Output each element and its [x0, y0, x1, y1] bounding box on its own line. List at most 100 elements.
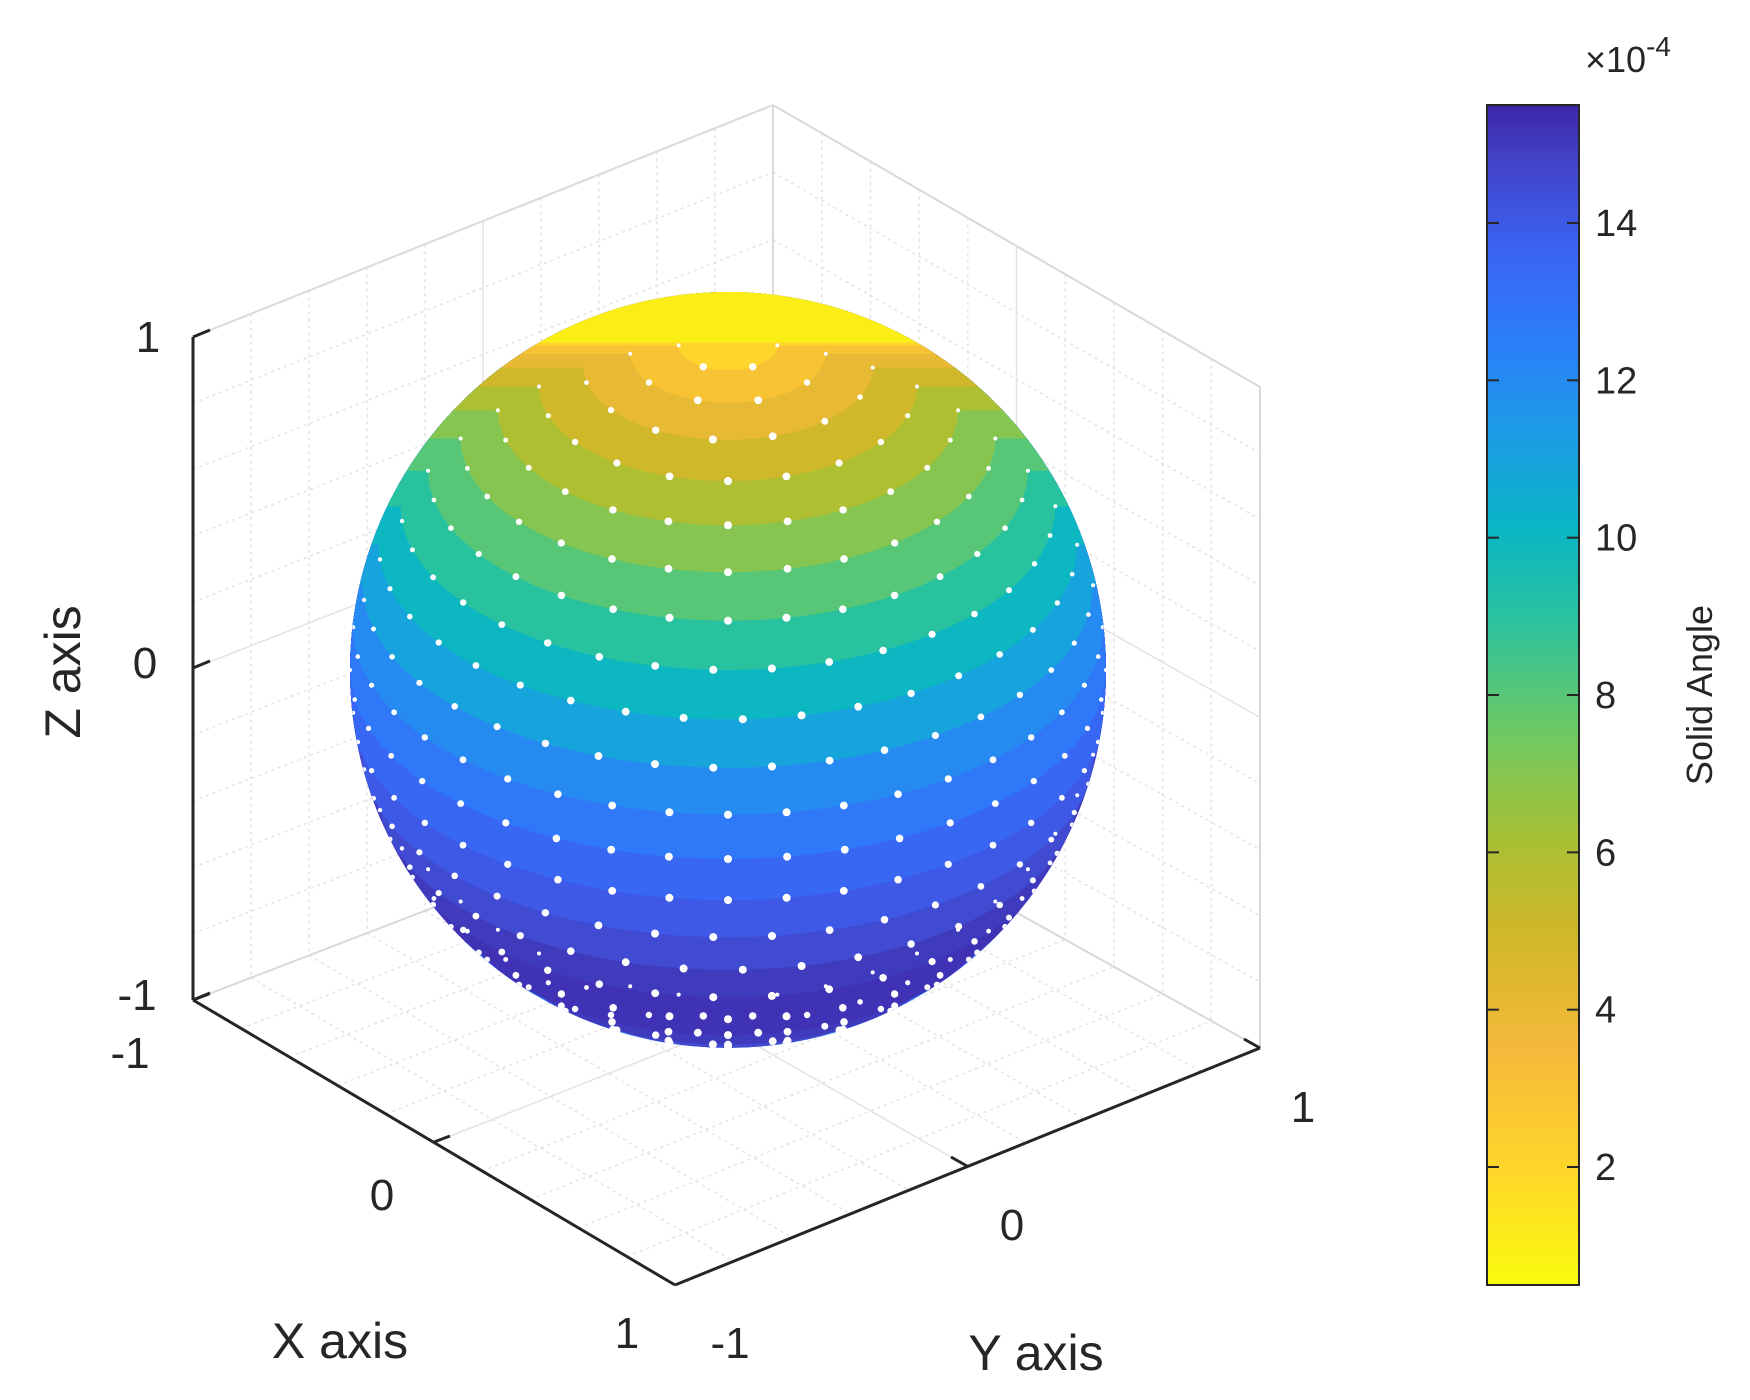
sample-point: [825, 658, 834, 666]
sample-point: [557, 591, 566, 600]
sample-point: [595, 653, 604, 661]
sample-point: [459, 841, 467, 849]
colorbar-tick-label: 10: [1595, 518, 1637, 560]
sample-point: [915, 951, 919, 956]
sample-point: [448, 923, 454, 930]
sample-point: [965, 493, 972, 500]
sample-point: [426, 468, 431, 473]
sample-point: [541, 739, 550, 748]
sample-point: [537, 384, 541, 389]
sample-point: [503, 437, 509, 443]
sphere-points: [350, 343, 1106, 1048]
sample-point: [421, 734, 428, 741]
sample-point: [665, 1039, 674, 1048]
sample-point: [724, 1044, 732, 1048]
sample-point: [608, 555, 616, 563]
sample-point: [767, 664, 776, 673]
sample-point: [821, 417, 829, 425]
sample-point: [584, 985, 589, 990]
sample-point: [460, 926, 467, 934]
colorbar-tick-label: 8: [1595, 675, 1616, 717]
sample-point: [890, 591, 899, 600]
sample-point: [391, 709, 397, 716]
sample-point: [1099, 697, 1104, 702]
sample-point: [665, 1012, 674, 1021]
sample-point: [991, 800, 999, 807]
sample-point: [1059, 709, 1065, 716]
sample-point: [823, 984, 828, 989]
colorbar-tick-label: 2: [1595, 1147, 1616, 1189]
sample-point: [679, 713, 688, 722]
sample-point: [724, 1015, 732, 1024]
sample-point: [693, 396, 702, 405]
sample-point: [956, 927, 961, 932]
sample-point: [1075, 793, 1080, 798]
sample-point: [350, 668, 352, 672]
sample-point: [797, 962, 806, 970]
sample-point: [1019, 896, 1025, 901]
sample-point: [1025, 867, 1030, 872]
sample-point: [544, 639, 552, 647]
sample-point: [584, 380, 589, 385]
sample-point: [749, 1012, 757, 1020]
sample-point: [775, 343, 780, 348]
colorbar-gradient: [1486, 104, 1580, 1286]
colorbar-exponent: ×10-4: [1585, 31, 1671, 80]
sample-point: [571, 1005, 579, 1013]
sample-point: [933, 518, 941, 525]
sample-point: [986, 465, 991, 471]
sample-point: [561, 488, 569, 495]
sample-point: [451, 703, 459, 710]
sample-point: [458, 436, 463, 441]
sample-point: [1053, 831, 1058, 836]
colorbar-tick-label: 12: [1595, 360, 1637, 402]
sample-point: [783, 852, 792, 861]
x-axis-line: [192, 998, 676, 1287]
sample-point: [545, 413, 551, 419]
sample-point: [407, 613, 413, 620]
sample-point: [738, 715, 747, 724]
sample-point: [1019, 497, 1025, 503]
sample-point: [512, 573, 520, 581]
sample-point: [515, 981, 523, 988]
sample-point: [554, 875, 562, 884]
sample-point: [475, 949, 482, 956]
sample-point: [933, 981, 941, 988]
sample-point: [894, 790, 902, 798]
y-tick-label-1: 1: [1291, 1083, 1315, 1132]
sample-point: [974, 949, 981, 956]
sample-point: [870, 365, 875, 370]
sample-point: [391, 794, 397, 801]
sample-point: [1086, 612, 1091, 617]
x-tick-label-1: 1: [615, 1309, 639, 1358]
sample-point: [1031, 561, 1038, 567]
sample-point: [457, 800, 465, 807]
sample-point: [387, 586, 393, 592]
sample-point: [1006, 914, 1012, 921]
sample-point: [472, 662, 480, 669]
sample-point: [544, 966, 552, 974]
colorbar-tick-label: 6: [1595, 832, 1616, 874]
y-axis-label: Y axis: [968, 1325, 1103, 1381]
sample-point: [399, 846, 405, 851]
sample-point: [1016, 691, 1024, 699]
sample-point: [797, 711, 806, 720]
x-axis-label: X axis: [272, 1313, 408, 1369]
z-axis-label: Z axis: [35, 605, 91, 738]
sample-point: [607, 1011, 615, 1019]
sample-point: [825, 926, 834, 934]
sample-point: [989, 841, 997, 849]
sample-point: [931, 901, 940, 909]
sample-point: [665, 893, 674, 902]
x-tick-0: [433, 1134, 451, 1144]
sample-point: [915, 384, 919, 389]
sample-point: [594, 752, 603, 760]
sample-point: [996, 651, 1003, 658]
grid-minor: [250, 977, 734, 1262]
sample-point: [724, 568, 732, 577]
sample-point: [1054, 600, 1061, 606]
sample-point: [377, 557, 383, 562]
sample-point: [880, 746, 889, 754]
sample-point: [1006, 587, 1012, 594]
sample-point: [1081, 682, 1087, 688]
